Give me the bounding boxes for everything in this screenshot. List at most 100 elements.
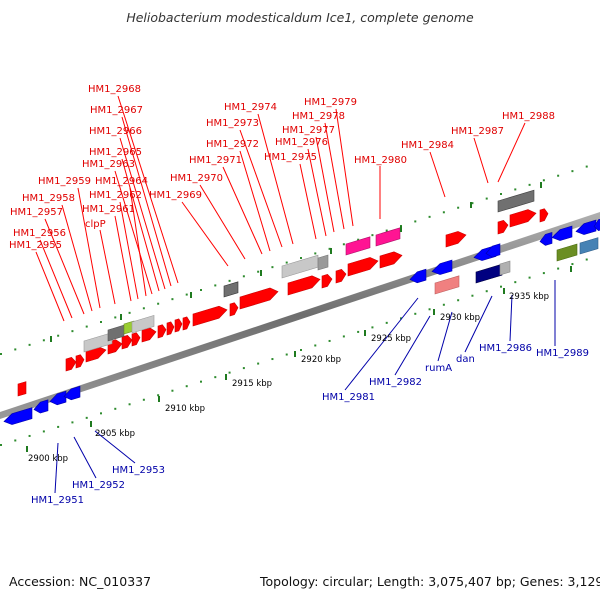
strand-dot: [300, 257, 302, 259]
grey-gene: [317, 254, 329, 271]
gene-label: HM1_2965: [89, 147, 142, 158]
grey-gene: [499, 260, 511, 276]
strand-dot: [42, 430, 45, 433]
strand-dot: [385, 229, 388, 232]
pink-gene: [375, 227, 401, 247]
gene-label: HM1_2989: [536, 348, 589, 359]
reverse-gene: [63, 385, 81, 401]
gene-label: HM1_2975: [264, 152, 317, 163]
leader-line: [39, 239, 73, 319]
leader-line: [61, 204, 93, 312]
reverse-gene: [539, 231, 553, 246]
strand-dot: [400, 317, 402, 320]
navy-gene: [475, 263, 503, 284]
strand-dot: [285, 353, 288, 356]
gene-label: HM1_2984: [401, 140, 454, 151]
strand-dot: [214, 284, 217, 287]
scale-label: 2900 kbp: [28, 454, 68, 464]
reverse-gene: [593, 218, 600, 231]
gene-label: HM1_2970: [170, 173, 223, 184]
strand-dot: [185, 293, 188, 296]
forward-gene: [509, 209, 537, 228]
strand-dot: [385, 321, 388, 324]
strand-dot: [100, 412, 102, 415]
gene-label: HM1_2959: [38, 176, 91, 187]
strand-dot: [114, 316, 117, 319]
strand-dot: [14, 348, 17, 351]
forward-gene: [121, 335, 133, 350]
gene-label: HM1_2957: [10, 207, 63, 218]
strand-dot: [328, 339, 331, 342]
strand-dot: [142, 307, 145, 310]
strand-dot: [0, 444, 2, 446]
reverse-gene: [33, 399, 49, 414]
strand-dot: [371, 234, 374, 237]
scale-tick: [400, 226, 402, 232]
strand-dot: [57, 334, 60, 337]
scale-labels: 2900 kbp 2905 kbp 2910 kbp 2915 kbp 2920…: [28, 292, 549, 464]
forward-gene: [182, 316, 191, 331]
strand-dot: [542, 179, 545, 182]
leader-line: [315, 136, 335, 233]
reverse-gene: [485, 243, 501, 258]
backbone-band: [0, 212, 600, 419]
strand-dot: [442, 211, 445, 214]
scale-tick: [364, 330, 366, 336]
gene-label: HM1_2966: [89, 126, 142, 137]
leader-line: [307, 148, 327, 237]
strand-dot: [114, 407, 117, 410]
forward-gene: [445, 231, 467, 248]
forward-gene: [347, 257, 379, 277]
leader-line: [73, 436, 97, 479]
forward-gene: [335, 269, 347, 284]
leader-line: [257, 113, 294, 245]
map-title: Heliobacterium modesticaldum Ice1, compl…: [126, 10, 474, 25]
gene-label: HM1_2955: [9, 240, 62, 251]
scale-tick: [260, 270, 262, 276]
strand-dot: [585, 165, 588, 168]
strand-dot: [528, 183, 531, 186]
reverse-gene: [431, 259, 453, 275]
gene-label: HM1_2980: [354, 155, 407, 166]
strand-dot: [42, 339, 45, 342]
strand-dot: [514, 188, 517, 191]
gene-label: HM1_2973: [206, 118, 259, 129]
gene-label: HM1_2963: [82, 159, 135, 170]
strand-dot: [28, 434, 31, 437]
strand-dot: [185, 385, 188, 388]
gene-label: HM1_2964: [95, 176, 148, 187]
strand-dot: [442, 303, 445, 306]
strand-dot: [171, 389, 174, 392]
forward-gene: [229, 302, 239, 317]
leader-line: [119, 137, 166, 290]
accession-text: Accession: NC_010337: [9, 574, 151, 589]
gene-label: HM1_2978: [292, 111, 345, 122]
gene-label: rumA: [425, 363, 452, 374]
reverse-gene: [409, 268, 427, 284]
gene-label: HM1_2977: [282, 125, 335, 136]
gene-label: HM1_2974: [224, 102, 277, 113]
forward-gene: [75, 354, 85, 369]
strand-dot: [85, 325, 88, 328]
leader-line: [114, 215, 132, 302]
gene-label: clpP: [85, 219, 106, 230]
strand-dot: [71, 421, 74, 424]
forward-gene: [539, 208, 549, 223]
scale-tick: [90, 421, 92, 427]
gene-label: HM1_2967: [90, 105, 143, 116]
strand-dot: [171, 298, 174, 301]
forward-gene: [157, 324, 167, 339]
strand-dot: [428, 308, 431, 311]
genome-summary-text: Topology: circular; Length: 3,075,407 bp…: [259, 574, 600, 589]
scale-label: 2925 kbp: [371, 334, 411, 344]
leader-line: [199, 184, 246, 260]
grey-gene: [83, 332, 113, 353]
strand-dot: [371, 326, 374, 329]
olive-gene: [556, 243, 578, 262]
leader-line: [121, 116, 172, 287]
leader-line: [222, 166, 263, 255]
gene-label: HM1_2951: [31, 495, 84, 506]
leader-line: [77, 187, 101, 309]
gene-label: HM1_2988: [502, 111, 555, 122]
